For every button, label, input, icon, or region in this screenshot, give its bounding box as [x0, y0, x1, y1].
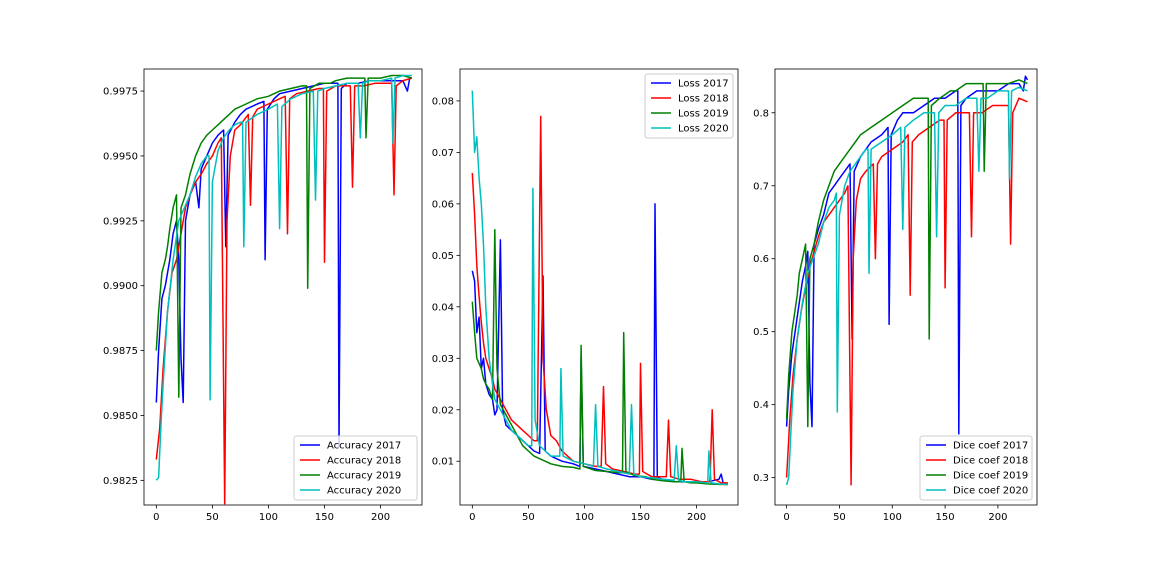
x-tick-label: 50 [833, 512, 846, 523]
y-tick-label: 0.7 [753, 181, 769, 192]
y-tick-label: 0.9875 [103, 346, 138, 357]
legend-label-1: Dice coef 2017 [953, 441, 1028, 452]
y-tick-label: 0.9825 [103, 476, 138, 487]
legend-box [919, 435, 1033, 501]
y-tick-label: 0.01 [432, 457, 454, 468]
y-tick-label: 0.9950 [103, 151, 138, 162]
legend-label-4: Loss 2020 [678, 124, 729, 135]
subplot-1: 0 50 100 150 200 0.9825 0.9850 0.9875 0.9900 0.99… [103, 68, 423, 523]
axes-frame [459, 68, 739, 506]
x-tick-label: 100 [575, 512, 594, 523]
legend-box [644, 73, 734, 139]
y-tick-label: 0.9975 [103, 87, 138, 98]
series-lines [471, 90, 728, 486]
y-tick-label: 0.9850 [103, 411, 138, 422]
y-tick-label: 0.8 [753, 108, 769, 119]
x-tick-label: 150 [315, 512, 334, 523]
x-tick-label: 50 [206, 512, 219, 523]
legend-label-2: Accuracy 2018 [327, 456, 401, 467]
series-line-2 [785, 97, 1028, 486]
legend-label-2: Loss 2018 [678, 94, 729, 105]
y-tick-label: 0.06 [432, 199, 454, 210]
legend-label-3: Accuracy 2019 [327, 471, 401, 482]
y-tick-label: 0.02 [432, 405, 454, 416]
series-line-4 [785, 86, 1028, 486]
y-tick-label: 0.07 [432, 148, 454, 159]
legend: Loss 2017 Loss 2018 Loss 2019 Loss 2020 [644, 73, 734, 139]
legend-label-3: Dice coef 2019 [953, 471, 1028, 482]
y-tick-label: 0.03 [432, 354, 454, 365]
series-line-4 [471, 90, 728, 486]
legend-label-1: Accuracy 2017 [327, 441, 401, 452]
series-lines [155, 74, 413, 505]
y-tick-label: 0.08 [432, 96, 454, 107]
x-tick-label: 0 [783, 512, 789, 523]
x-tick-label: 150 [936, 512, 955, 523]
x-tick-label: 150 [631, 512, 650, 523]
axes-frame [774, 68, 1038, 506]
legend-label-1: Loss 2017 [678, 79, 729, 90]
series-line-3 [155, 74, 413, 399]
x-tick-label: 100 [883, 512, 902, 523]
series-lines [785, 75, 1029, 486]
y-tick-label: 0.3 [753, 473, 769, 484]
y-tick-label: 0.04 [432, 302, 454, 313]
subplot-2: 0 50 100 150 200 0.01 0.02 0.03 0.04 0.05 0.06 0.07… [432, 68, 739, 523]
axes-frame [143, 68, 423, 506]
series-line-3 [471, 228, 728, 486]
legend: Dice coef 2017 Dice coef 2018 Dice coef 20… [919, 435, 1033, 501]
y-tick-label: 0.4 [753, 400, 769, 411]
x-tick-label: 200 [687, 512, 706, 523]
y-tick-label: 0.6 [753, 254, 769, 265]
legend-label-4: Dice coef 2020 [953, 486, 1028, 497]
x-tick-label: 100 [259, 512, 278, 523]
y-tick-label: 0.9925 [103, 216, 138, 227]
legend-label-3: Loss 2019 [678, 109, 729, 120]
series-line-4 [155, 74, 412, 481]
x-tick-label: 200 [371, 512, 390, 523]
y-tick-label: 0.05 [432, 251, 454, 262]
y-tick-label: 0.9900 [103, 281, 138, 292]
x-tick-label: 200 [988, 512, 1007, 523]
x-tick-label: 50 [522, 512, 535, 523]
legend-label-4: Accuracy 2020 [327, 486, 401, 497]
subplot-3: 0 50 100 150 200 0.3 0.4 0.5 0.6 0.7 0.8 Dice coef … [753, 68, 1038, 523]
x-tick-label: 0 [153, 512, 159, 523]
x-tick-label: 0 [469, 512, 475, 523]
y-tick-label: 0.5 [753, 327, 769, 338]
legend-label-2: Dice coef 2018 [953, 456, 1028, 467]
legend: Accuracy 2017 Accuracy 2018 Accuracy 2019 A… [293, 435, 418, 501]
legend-box [293, 435, 418, 501]
subplots: 0 50 100 150 200 0.9825 0.9850 0.9875 0.9900 0.99… [103, 68, 1038, 523]
